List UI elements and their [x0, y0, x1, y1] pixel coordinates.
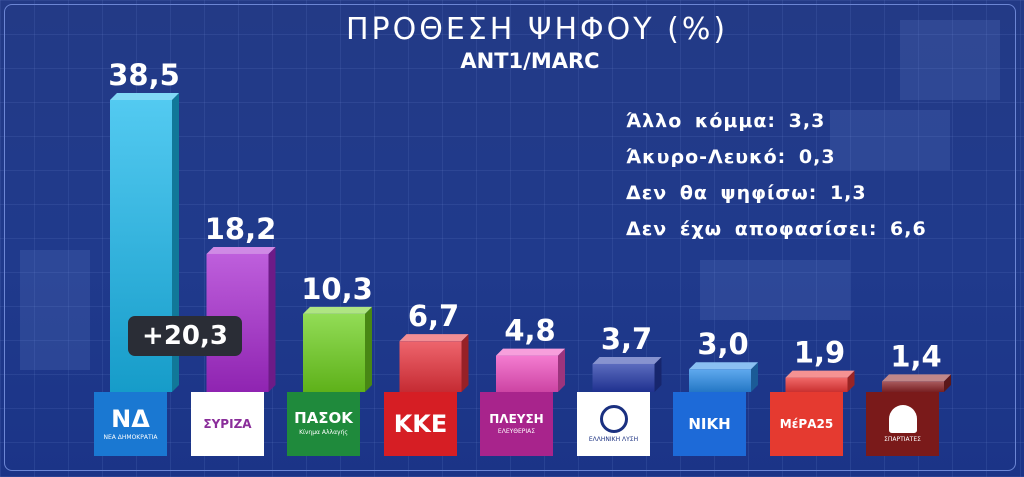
value-label-4: 4,8 [504, 314, 555, 348]
bar-side-5 [654, 356, 662, 392]
pasok-logo: ΠΑΣΟΚ Κίνημα Αλλαγής [287, 392, 360, 456]
bar-side-4 [558, 348, 565, 392]
background-block [20, 250, 90, 370]
syriza-logo: ΣΥΡΙΖΑ [191, 392, 264, 456]
bar-top-2 [303, 306, 372, 314]
bar-side-6 [751, 362, 758, 392]
chart-frame [4, 4, 1016, 471]
poll-source: ANT1/MARC [460, 49, 600, 73]
logo-caption: Κίνημα Αλλαγής [299, 429, 348, 437]
helmet-icon [888, 404, 917, 433]
bar-6 [689, 369, 751, 392]
elliniki-lysi-logo: ΕΛΛΗΝΙΚΗ ΛΥΣΗ [577, 392, 650, 456]
bar-top-8 [882, 374, 951, 382]
bar-7 [785, 377, 848, 392]
bar-side-8 [944, 374, 951, 392]
bar-top-1 [206, 246, 276, 254]
logo-mark: ΣΥΡΙΖΑ [203, 417, 252, 431]
value-label-6: 3,0 [697, 327, 748, 361]
background-block [900, 20, 1000, 100]
logo-caption: ΣΠΑΡΤΙΑΤΕΣ [884, 435, 921, 443]
logo-mark: ΠΛΕΥΣΗ [489, 411, 544, 426]
logo-mark: ΜέΡΑ25 [779, 417, 834, 431]
value-label-2: 10,3 [301, 272, 373, 306]
side-note-undecided: Δεν έχω αποφασίσει: 6,6 [626, 218, 927, 240]
background-block [700, 260, 850, 320]
bar-side-3 [461, 334, 469, 392]
side-note-will-not-vote: Δεν θα ψηφίσω: 1,3 [626, 182, 867, 204]
bar-8 [882, 381, 944, 392]
bar-top-3 [399, 334, 469, 342]
background-block [830, 110, 950, 170]
value-label-0: 38,5 [108, 58, 180, 92]
compass-icon [599, 404, 628, 433]
bar-top-6 [689, 362, 758, 370]
logo-mark: ΠΑΣΟΚ [294, 409, 353, 428]
value-label-3: 6,7 [408, 299, 459, 333]
side-note-other-party: Άλλο κόμμα: 3,3 [626, 110, 826, 132]
bar-top-7 [785, 370, 855, 378]
side-note-invalid-blank: Άκυρο-Λευκό: 0,3 [626, 146, 836, 168]
bar-top-5 [592, 356, 662, 364]
bar-side-7 [847, 370, 855, 392]
logo-caption: ΝΕΑ ΔΗΜΟΚΡΑΤΙΑ [103, 433, 158, 441]
logo-caption: ΕΛΛΗΝΙΚΗ ΛΥΣΗ [588, 435, 639, 443]
bar-5 [592, 363, 655, 392]
bar-side-2 [365, 306, 372, 392]
bar-3 [399, 341, 462, 392]
value-label-7: 1,9 [794, 336, 845, 370]
bar-top-0 [110, 93, 179, 100]
value-label-1: 18,2 [205, 212, 277, 246]
logo-mark: ΝΙΚΗ [688, 414, 731, 433]
bar-side-1 [268, 246, 276, 392]
kke-logo: ΚΚΕ [384, 392, 457, 456]
bar-top-4 [496, 348, 565, 356]
logo-mark: ΝΔ [111, 404, 150, 433]
nd-logo: ΝΔ ΝΕΑ ΔΗΜΟΚΡΑΤΙΑ [94, 392, 167, 456]
spartiates-logo: ΣΠΑΡΤΙΑΤΕΣ [866, 392, 939, 456]
value-label-8: 1,4 [890, 339, 941, 373]
value-label-5: 3,7 [601, 322, 652, 356]
plefsi-logo: ΠΛΕΥΣΗ ΕΛΕΥΘΕΡΙΑΣ [480, 392, 553, 456]
logo-caption: ΕΛΕΥΘΕΡΙΑΣ [497, 427, 536, 435]
niki-logo: ΝΙΚΗ [673, 392, 746, 456]
chart-title: ΠΡΟΘΕΣΗ ΨΗΦΟΥ (%) [345, 12, 729, 47]
bar-2 [303, 313, 365, 392]
logo-mark: ΚΚΕ [393, 410, 448, 438]
bar-4 [496, 355, 558, 392]
mera25-logo: ΜέΡΑ25 [770, 392, 843, 456]
difference-badge: +20,3 [128, 316, 242, 356]
